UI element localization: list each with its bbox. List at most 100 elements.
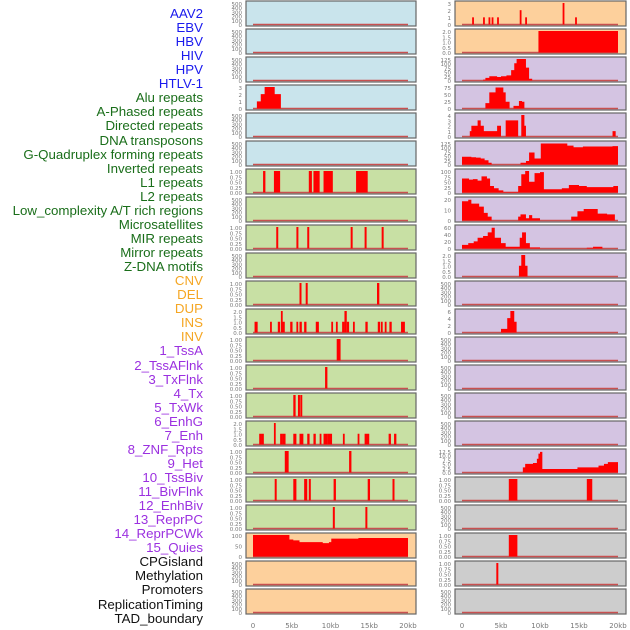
left-panel: 1.000.750.500.250.00 <box>230 168 417 197</box>
y-tick-label: 0 <box>239 583 243 589</box>
right-panel: 12.510.07.55.02.50.0 <box>439 448 627 477</box>
signal-bar <box>299 283 302 305</box>
signal-bar <box>319 433 322 445</box>
signal-bar <box>356 171 368 193</box>
signal-bar <box>293 395 296 417</box>
signal-bar <box>296 227 299 249</box>
y-tick-label: 50 <box>444 155 451 161</box>
y-tick-label: 0.25 <box>230 410 243 416</box>
y-tick-label: 100 <box>441 439 452 445</box>
track-label: 15_Quies <box>146 540 203 556</box>
y-tick-label: 200 <box>232 603 243 609</box>
signal-bar <box>308 479 311 501</box>
signal-bar <box>483 17 485 25</box>
y-tick-label: 0.25 <box>230 522 243 528</box>
y-tick-label: 500 <box>441 506 452 512</box>
signal-bar <box>304 479 308 501</box>
y-tick-label: 100 <box>441 62 452 68</box>
y-tick-label: 0 <box>448 191 452 197</box>
y-tick-label: 300 <box>441 514 452 520</box>
panel-background <box>245 476 417 503</box>
y-tick-label: 100 <box>441 411 452 417</box>
y-tick-label: 0.25 <box>439 494 452 500</box>
y-tick-label: 200 <box>441 351 452 357</box>
track-label: 8_ZNF_Rpts <box>127 441 203 457</box>
y-tick-label: 300 <box>232 66 243 72</box>
signal-bar <box>293 479 297 501</box>
y-tick-label: 0.25 <box>230 298 243 304</box>
y-tick-label: 0 <box>239 219 243 225</box>
signal-bar <box>352 321 355 333</box>
signal-bar <box>323 433 328 445</box>
y-tick-label: 100 <box>441 146 452 152</box>
y-tick-label: 0 <box>448 107 452 113</box>
y-tick-label: 1.0 <box>233 321 242 327</box>
signal-area <box>462 451 618 473</box>
y-tick-label: 1.00 <box>230 338 243 344</box>
track-label: AAV2 <box>169 6 203 21</box>
y-tick-label: 0.50 <box>439 545 452 551</box>
signal-bar <box>491 17 494 25</box>
signal-bar <box>349 451 352 473</box>
signal-bar <box>497 17 499 25</box>
y-tick-label: 1 <box>448 16 452 22</box>
y-tick-label: 20 <box>444 240 451 246</box>
signal-bar <box>261 433 264 445</box>
track-label: 3_TxFlnk <box>148 371 203 387</box>
signal-bar <box>332 507 335 529</box>
track-label: HBV <box>175 34 203 50</box>
signal-bar <box>313 433 316 445</box>
panel-background <box>454 532 627 559</box>
panel-background <box>454 336 627 363</box>
y-tick-label: 0.50 <box>230 489 243 495</box>
y-tick-label: 100 <box>232 47 243 53</box>
y-tick-label: 100 <box>232 215 243 221</box>
y-tick-label: 0 <box>239 275 243 281</box>
y-tick-label: 0.75 <box>230 287 243 293</box>
y-tick-label: 500 <box>441 338 452 344</box>
signal-bar <box>254 321 258 333</box>
signal-bar <box>270 321 272 333</box>
panel-background <box>245 196 417 223</box>
signal-bar <box>401 321 405 333</box>
track-label: HPV <box>175 62 203 78</box>
right-panel: 2.01.51.00.50.0 <box>442 28 627 57</box>
y-tick-label: 0.00 <box>439 555 452 561</box>
y-tick-label: 500 <box>232 562 243 568</box>
y-tick-label: 200 <box>232 211 243 217</box>
signal-bar <box>377 321 381 333</box>
y-tick-label: 0 <box>448 415 452 421</box>
left-panel: 1.000.750.500.250.00 <box>230 448 417 477</box>
y-tick-label: 2.0 <box>233 310 242 316</box>
y-tick-label: 100 <box>441 170 452 176</box>
track-label: L1 repeats <box>140 174 203 190</box>
y-tick-label: 400 <box>441 286 452 292</box>
panel-background <box>454 476 627 503</box>
signal-bar <box>313 171 320 193</box>
signal-bar <box>525 17 527 25</box>
signal-bar <box>342 433 345 445</box>
track-label: 1_TssA <box>159 343 203 359</box>
y-tick-label: 0.50 <box>439 573 452 579</box>
y-tick-label: 0.00 <box>230 415 243 421</box>
y-tick-label: 400 <box>441 370 452 376</box>
y-tick-label: 0.75 <box>230 231 243 237</box>
signal-bar <box>290 321 293 333</box>
y-tick-label: 300 <box>441 346 452 352</box>
y-tick-label: 500 <box>441 590 452 596</box>
y-tick-label: 400 <box>232 34 243 40</box>
signal-bar <box>364 227 367 249</box>
track-label: Directed repeats <box>105 118 203 134</box>
y-tick-label: 0.00 <box>230 387 243 393</box>
panel-background <box>245 504 417 531</box>
signal-bar <box>575 17 577 25</box>
y-tick-label: 1.0 <box>442 41 451 47</box>
y-tick-label: 50 <box>235 545 242 551</box>
